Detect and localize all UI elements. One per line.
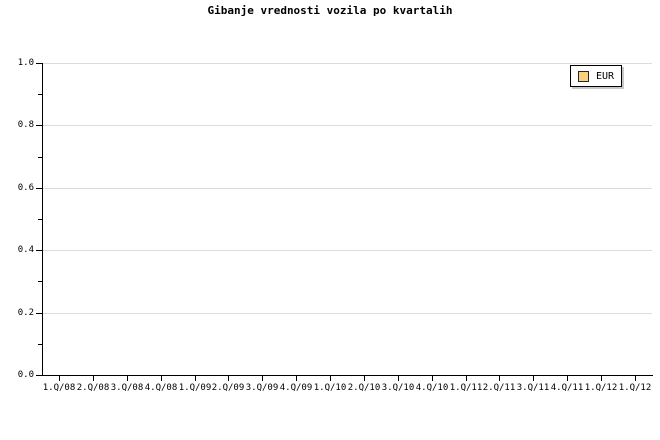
x-axis-tick-label: 1.Q/12 [618,383,652,393]
x-axis-tick [364,376,365,381]
chart-legend[interactable]: EUR [570,65,623,87]
y-axis-tick-major [36,63,42,64]
x-axis-tick-label: 3.Q/10 [381,383,415,393]
x-axis-tick [499,376,500,381]
x-axis-tick [93,376,94,381]
y-axis-tick-minor [38,94,42,96]
x-axis-tick [466,376,467,381]
x-axis-line [42,375,653,376]
x-axis-tick [330,376,331,381]
x-axis-tick [601,376,602,381]
x-axis-tick-label: 4.Q/10 [415,383,449,393]
x-axis-tick-label: 1.Q/08 [42,383,76,393]
y-axis-tick-minor [38,343,42,345]
x-axis-tick-label: 2.Q/09 [211,383,245,393]
y-axis-tick-label: 0.0 [17,370,34,380]
gridline-y [42,187,652,189]
x-axis-tick-label: 2.Q/10 [347,383,381,393]
x-axis-tick-label: 1.Q/12 [584,383,618,393]
x-axis-tick-label: 3.Q/08 [110,383,144,393]
x-axis-tick [195,376,196,381]
gridline-y [42,250,652,252]
x-axis-tick-label: 2.Q/11 [482,383,516,393]
plot-area [42,63,652,376]
x-axis-tick-label: 2.Q/08 [76,383,110,393]
y-axis-tick-major [36,125,42,127]
x-axis-tick [161,376,162,381]
y-axis-tick-label: 1.0 [17,58,34,68]
gridline-y [42,312,652,314]
x-axis-tick [533,376,534,381]
x-axis-tick [127,376,128,381]
x-axis-tick [635,376,636,381]
x-axis-tick-label: 4.Q/09 [279,383,313,393]
y-axis-tick-minor [38,281,42,283]
chart-title: Gibanje vrednosti vozila po kvartalih [207,4,453,17]
x-axis-tick [296,376,297,381]
legend-label-eur: EUR [596,70,615,82]
y-axis-tick-major [36,375,42,376]
x-axis-tick-label: 4.Q/11 [550,383,584,393]
x-axis-tick-label: 3.Q/09 [245,383,279,393]
x-axis-tick [228,376,229,381]
x-axis-tick [398,376,399,381]
x-axis-tick-label: 1.Q/09 [178,383,212,393]
legend-swatch-eur-icon [578,70,589,82]
y-axis-tick-major [36,250,42,252]
gridline-y [42,63,652,64]
y-axis-tick-major [36,312,42,314]
x-axis-tick [262,376,263,381]
y-axis-line [42,63,43,376]
y-axis-tick-label: 0.2 [17,307,34,318]
x-axis-tick-label: 4.Q/08 [144,383,178,393]
y-axis-tick-label: 0.8 [17,120,34,131]
x-axis-tick-label: 1.Q/11 [449,383,483,393]
x-axis-tick [432,376,433,381]
x-axis-tick-label: 1.Q/10 [313,383,347,393]
x-axis-tick-label: 3.Q/11 [516,383,550,393]
x-axis-tick [59,376,60,381]
y-axis-tick-label: 0.6 [17,182,34,193]
y-axis-labels: 0.0 0.2 0.4 0.6 0.8 1.0 [0,0,34,440]
y-axis-tick-label: 0.4 [17,245,34,256]
y-axis-tick-minor [38,219,42,220]
gridline-y [42,125,652,127]
y-axis-tick-major [36,187,42,189]
y-axis-tick-minor [38,156,42,158]
x-axis-tick [567,376,568,381]
